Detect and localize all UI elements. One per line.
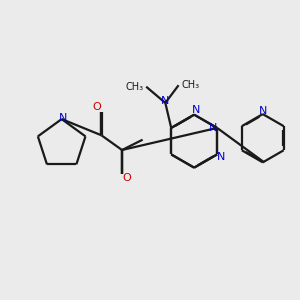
Text: N: N <box>259 106 267 116</box>
Text: N: N <box>208 123 217 133</box>
Text: N: N <box>217 152 226 162</box>
Text: N: N <box>191 105 200 115</box>
Text: O: O <box>93 102 101 112</box>
Text: O: O <box>122 173 131 183</box>
Text: CH₃: CH₃ <box>182 80 200 90</box>
Text: N: N <box>161 96 170 106</box>
Text: CH₃: CH₃ <box>125 82 143 92</box>
Text: N: N <box>59 112 67 123</box>
